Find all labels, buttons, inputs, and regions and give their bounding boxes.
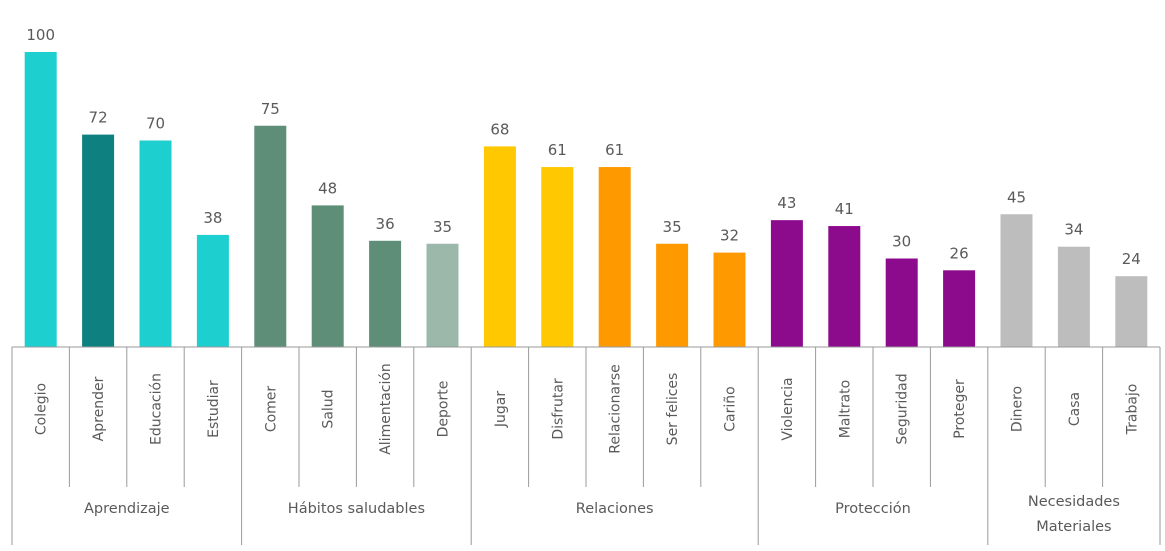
bar-alimentacion: [369, 240, 402, 347]
category-label-trabajo: Trabajo: [1124, 384, 1140, 436]
category-label-colegio: Colegio: [34, 383, 50, 435]
bar-jugar: [483, 146, 516, 347]
value-label-seguridad: 30: [892, 233, 911, 251]
category-label-deporte: Deporte: [436, 381, 452, 438]
value-label-maltrato: 41: [835, 200, 854, 218]
value-label-salud: 48: [318, 179, 337, 197]
bar-proteger: [943, 270, 976, 347]
value-label-relacionarse: 61: [605, 141, 624, 159]
bar-violencia: [770, 220, 803, 347]
bar-salud: [311, 205, 344, 347]
bar-educacion: [139, 140, 172, 347]
bar-estudiar: [196, 234, 229, 347]
value-label-violencia: 43: [777, 194, 796, 212]
group-label-proteccion: Protección: [835, 501, 911, 517]
group-label-aprendizaje: Aprendizaje: [84, 501, 170, 517]
category-label-seguridad: Seguridad: [895, 373, 911, 444]
value-label-deporte: 35: [433, 218, 452, 236]
group-label-habitos-saludables: Hábitos saludables: [288, 501, 425, 517]
bar-casa: [1057, 246, 1090, 347]
value-label-casa: 34: [1064, 221, 1083, 239]
value-label-trabajo: 24: [1122, 250, 1141, 268]
value-label-jugar: 68: [490, 120, 509, 138]
bar-deporte: [426, 243, 459, 347]
category-label-casa: Casa: [1067, 392, 1083, 426]
value-label-proteger: 26: [950, 244, 969, 262]
value-label-aprender: 72: [89, 109, 108, 127]
category-label-alimentacion: Alimentación: [378, 363, 394, 455]
value-label-estudiar: 38: [203, 209, 222, 227]
value-label-colegio: 100: [26, 26, 55, 44]
category-label-maltrato: Maltrato: [837, 380, 853, 438]
category-label-aprender: Aprender: [91, 376, 107, 441]
category-label-jugar: Jugar: [493, 391, 509, 428]
bar-dinero: [1000, 214, 1033, 347]
value-label-disfrutar: 61: [548, 141, 567, 159]
category-label-comer: Comer: [263, 386, 279, 433]
bar-relacionarse: [598, 167, 631, 347]
bar-aprender: [82, 134, 115, 347]
category-label-estudiar: Estudiar: [206, 380, 222, 438]
value-label-ser-felices: 35: [663, 218, 682, 236]
bar-maltrato: [828, 226, 861, 347]
value-label-dinero: 45: [1007, 188, 1026, 206]
category-label-educacion: Educación: [149, 373, 165, 445]
category-label-ser-felices: Ser felices: [665, 373, 681, 446]
category-label-carino: Cariño: [723, 386, 739, 431]
value-label-alimentacion: 36: [376, 215, 395, 233]
category-label-relacionarse: Relacionarse: [608, 364, 624, 453]
bar-disfrutar: [541, 167, 574, 347]
category-label-proteger: Proteger: [952, 379, 968, 439]
category-label-salud: Salud: [321, 389, 337, 428]
bar-colegio: [24, 52, 57, 347]
category-label-violencia: Violencia: [780, 377, 796, 440]
category-label-dinero: Dinero: [1010, 386, 1026, 432]
bar-comer: [254, 125, 287, 347]
bar-trabajo: [1115, 276, 1148, 347]
category-label-disfrutar: Disfrutar: [550, 378, 566, 440]
bar-seguridad: [885, 258, 918, 347]
value-label-educacion: 70: [146, 115, 165, 133]
group-label-necesidades-materiales: Necesidades Materiales: [1028, 494, 1120, 535]
value-label-comer: 75: [261, 100, 280, 118]
bar-ser-felices: [656, 243, 689, 347]
value-label-carino: 32: [720, 227, 739, 245]
bar-carino: [713, 252, 746, 347]
group-label-relaciones: Relaciones: [576, 501, 654, 517]
